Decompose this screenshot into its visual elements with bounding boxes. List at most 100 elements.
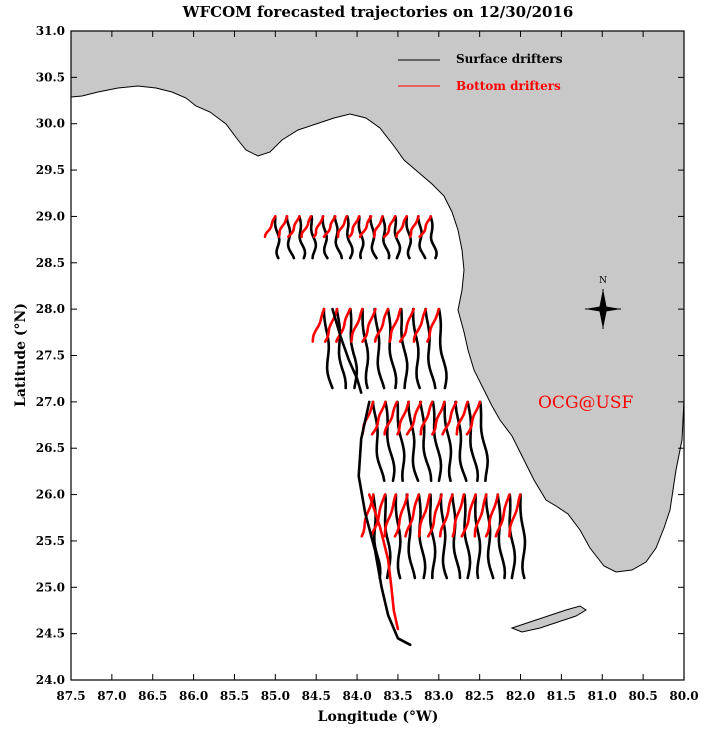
legend: Surface drifters Bottom drifters (398, 52, 563, 93)
surface-drifter-track (424, 307, 437, 390)
y-tick-label: 26.5 (36, 441, 65, 455)
x-axis-label: Longitude (°W) (318, 709, 439, 725)
y-tick-label: 30.5 (36, 70, 65, 84)
surface-drifter-track (508, 493, 517, 580)
surface-drifter-track (473, 493, 482, 580)
bottom-drifter-track (426, 307, 441, 343)
x-tick-label: 82.0 (506, 689, 535, 703)
x-tick-label: 80.0 (669, 689, 698, 703)
bottom-drifter-track (372, 215, 384, 239)
bottom-drifter-track (396, 400, 411, 436)
surface-drifter-track (394, 493, 402, 580)
x-tick-label: 87.5 (56, 689, 85, 703)
surface-drifter-track (407, 400, 420, 483)
surface-drifter-track (443, 400, 453, 483)
surface-drifter-track (396, 400, 406, 483)
surface-drifter-track (484, 493, 495, 580)
bottom-drifter-track (460, 493, 477, 538)
surface-drifter-track (384, 400, 396, 483)
bottom-drifter-track (277, 215, 289, 239)
bottom-drifter-track (426, 493, 443, 538)
bottom-drifter-track (465, 400, 482, 436)
surface-drifter-track (361, 307, 370, 390)
surface-drifter-track (431, 400, 443, 483)
bottom-drifter-track (405, 400, 423, 436)
surface-drifter-track (322, 307, 334, 390)
surface-drifter-track (411, 307, 422, 390)
bottom-drifter-track (367, 493, 400, 631)
y-tick-label: 29.0 (36, 209, 65, 223)
florida-keys (510, 605, 587, 633)
surface-drifter-track (371, 400, 386, 483)
surface-drifter-track (357, 215, 365, 260)
bottom-drifter-track (312, 215, 325, 239)
y-tick-label: 31.0 (36, 24, 65, 38)
trajectory-layer (263, 215, 527, 647)
surface-drifter-track (519, 493, 527, 580)
surface-drifter-track (333, 215, 344, 260)
surface-drifter-track (321, 215, 329, 260)
bottom-drifter-track (335, 307, 352, 343)
legend-label-bottom: Bottom drifters (456, 79, 561, 93)
x-tick-label: 84.5 (302, 689, 331, 703)
x-tick-label: 84.0 (342, 689, 371, 703)
bottom-drifter-track (395, 215, 409, 239)
bottom-drifter-track (383, 400, 399, 436)
y-tick-label: 27.5 (36, 349, 65, 363)
x-tick-label: 83.0 (424, 689, 453, 703)
x-tick-label: 81.0 (588, 689, 617, 703)
x-tick-label: 85.5 (220, 689, 249, 703)
bottom-drifter-track (311, 307, 326, 343)
surface-drifter-track (405, 493, 417, 580)
legend-label-surface: Surface drifters (456, 52, 563, 66)
florida-landmass (71, 31, 684, 573)
bottom-drifter-track (398, 307, 416, 343)
bottom-drifter-track (347, 215, 361, 239)
bottom-drifter-track (369, 493, 387, 538)
bottom-drifter-track (388, 307, 402, 343)
y-axis-label: Latitude (°N) (13, 303, 29, 407)
x-tick-label: 86.5 (138, 689, 167, 703)
bottom-drifter-track (417, 493, 432, 538)
surface-drifter-track (496, 493, 507, 580)
y-tick-label: 28.0 (36, 302, 65, 316)
surface-drifter-track (439, 493, 449, 580)
bottom-drifter-track (473, 493, 488, 538)
bottom-drifter-track (412, 307, 428, 343)
bottom-drifter-track (431, 400, 446, 436)
x-tick-label: 82.5 (465, 689, 494, 703)
x-axis: 87.5 87.0 86.5 86.0 85.5 85.0 84.5 84.0 83.5 83.0… (56, 31, 699, 703)
surface-drifter-track (478, 400, 490, 483)
y-tick-label: 24.5 (36, 627, 65, 641)
y-tick-label: 24.0 (36, 673, 65, 687)
x-tick-label: 87.0 (97, 689, 126, 703)
surface-drifter-track (428, 493, 437, 580)
bottom-drifter-track (373, 307, 390, 343)
surface-drifter-track (373, 307, 386, 390)
bottom-drifter-track (350, 307, 364, 343)
ocg-usf-annotation: OCG@USF (538, 393, 633, 413)
bottom-drifter-track (455, 400, 469, 436)
y-tick-label: 25.5 (36, 534, 65, 548)
surface-drifter-track (335, 307, 348, 390)
bottom-drifter-track (441, 400, 458, 436)
surface-drifter-track (437, 307, 448, 390)
compass-north-label: N (599, 276, 607, 286)
x-tick-label: 80.5 (629, 689, 658, 703)
bottom-drifter-track (418, 215, 433, 239)
bottom-drifter-track (393, 493, 409, 538)
land-layer (71, 31, 684, 633)
bottom-drifter-track (358, 215, 373, 239)
bottom-drifter-track (336, 215, 349, 239)
bottom-drifter-track (419, 400, 434, 436)
bottom-drifter-track (322, 215, 337, 239)
bottom-drifter-track (370, 400, 387, 436)
surface-drifter-track (331, 307, 363, 394)
surface-drifter-track (298, 215, 307, 260)
bottom-drifter-track (451, 493, 466, 538)
surface-drifter-track (450, 493, 462, 580)
bottom-drifter-track (382, 215, 397, 239)
surface-drifter-track (463, 493, 472, 580)
bottom-drifter-track (508, 493, 522, 538)
